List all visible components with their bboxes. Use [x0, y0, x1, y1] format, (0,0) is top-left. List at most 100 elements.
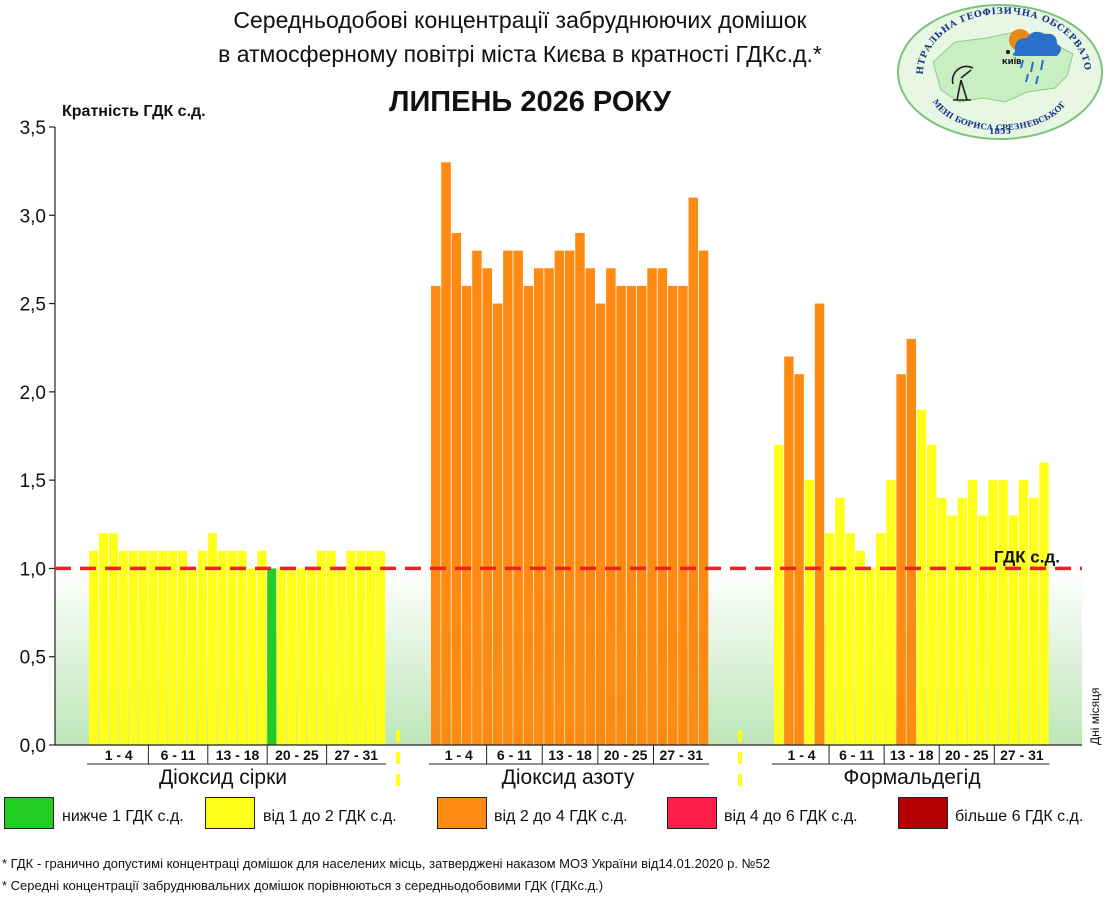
bar-1-6 [138, 550, 148, 745]
threshold-label: ГДК с.д. [994, 547, 1060, 566]
bar-2-22 [647, 268, 657, 745]
day-group-label: 20 - 25 [275, 747, 319, 763]
bar-2-7 [492, 303, 503, 745]
bar-1-17 [247, 568, 257, 745]
logo-year-text: 1855 [989, 126, 1011, 136]
legend-swatch [898, 797, 948, 829]
y-tick-label: 3,0 [20, 206, 46, 227]
bar-3-18 [947, 515, 957, 745]
bar-1-28 [356, 550, 366, 745]
bar-2-8 [503, 250, 513, 745]
observatory-logo-icon: КИЇВ ЦЕНТРАЛЬНА ГЕОФІЗИЧНА ОБСЕРВАТОРІЯ … [895, 2, 1103, 140]
bar-3-1 [774, 444, 784, 745]
bar-2-12 [544, 268, 554, 745]
legend-label: нижче 1 ГДК с.д. [62, 808, 184, 825]
day-group-label: 20 - 25 [604, 747, 648, 763]
bar-3-16 [927, 444, 937, 745]
bar-1-13 [207, 533, 217, 745]
x-axis-label: Дні місяця [1088, 687, 1102, 745]
legend-swatch [437, 797, 487, 829]
footnote-2: * Середні концентрації забруднювальних д… [2, 878, 604, 893]
bar-3-22 [988, 480, 998, 745]
footnote-1: * ГДК - гранично допустимі концентраці д… [2, 856, 770, 871]
bar-1-29 [366, 550, 376, 745]
day-group-label: 13 - 18 [216, 747, 260, 763]
bar-2-23 [657, 268, 668, 745]
bar-3-26 [1029, 497, 1039, 745]
bar-3-24 [1008, 515, 1018, 745]
logo-cloud-icon [1012, 31, 1061, 56]
bar-2-26 [688, 197, 698, 746]
bar-1-16 [237, 550, 247, 745]
bar-2-1 [431, 285, 441, 745]
bar-1-10 [178, 550, 188, 745]
bar-1-30 [376, 550, 386, 745]
bar-1-23 [306, 568, 316, 745]
chart-title-line1: Середньодобові концентрації забруднюючих… [233, 7, 807, 33]
bar-1-14 [217, 550, 227, 745]
bar-2-13 [554, 250, 565, 745]
day-group-label: 27 - 31 [335, 747, 379, 763]
legend-label: від 2 до 4 ГДК с.д. [494, 808, 628, 825]
bar-3-3 [794, 374, 804, 745]
bar-1-15 [227, 550, 237, 745]
bar-3-4 [804, 480, 814, 745]
bar-1-5 [128, 550, 138, 745]
bar-3-21 [978, 515, 988, 745]
legend-label: від 1 до 2 ГДК с.д. [263, 808, 397, 825]
day-group-label: 6 - 11 [497, 747, 532, 763]
bar-1-7 [148, 550, 158, 745]
legend-swatch [4, 797, 54, 829]
chart-subtitle: ЛИПЕНЬ 2026 РОКУ [389, 86, 671, 118]
bar-1-11 [188, 568, 198, 745]
bar-1-26 [336, 568, 346, 745]
chart-title-line2: в атмосферному повітрі міста Києва в кра… [218, 41, 822, 67]
legend-swatch [205, 797, 255, 829]
series-label-3: Формальдегід [843, 766, 980, 789]
bar-3-17 [937, 497, 947, 745]
bar-2-9 [513, 250, 523, 745]
bar-3-11 [876, 533, 886, 745]
bar-1-20 [277, 568, 287, 745]
day-group-label: 1 - 4 [445, 747, 473, 763]
y-tick-label: 3,5 [20, 118, 46, 139]
bar-3-9 [855, 550, 865, 745]
bar-2-18 [606, 268, 616, 745]
bar-3-7 [835, 497, 845, 745]
bar-1-2 [98, 533, 108, 745]
bar-2-2 [441, 162, 451, 746]
bar-1-1 [89, 550, 99, 745]
y-tick-label: 1,0 [20, 559, 46, 580]
bar-3-19 [957, 497, 967, 745]
bar-1-4 [118, 550, 128, 745]
bar-3-6 [825, 533, 835, 745]
logo-antenna-icon [951, 65, 974, 101]
day-group-label: 27 - 31 [659, 747, 703, 763]
bar-1-18 [257, 550, 267, 745]
legend-label: більше 6 ГДК с.д. [955, 808, 1084, 825]
bar-3-14 [906, 338, 916, 745]
bar-2-20 [626, 285, 637, 745]
day-group-label: 13 - 18 [548, 747, 592, 763]
y-tick-label: 2,0 [20, 383, 46, 404]
bar-1-8 [158, 550, 168, 745]
y-tick-label: 0,0 [20, 736, 46, 757]
bar-1-25 [326, 550, 336, 745]
day-group-label: 13 - 18 [890, 747, 934, 763]
bar-2-14 [564, 250, 575, 745]
bar-3-13 [896, 374, 906, 745]
logo-city-text: КИЇВ [1002, 57, 1022, 66]
bar-2-21 [637, 285, 647, 745]
bar-3-15 [916, 409, 927, 745]
bar-1-19 [267, 568, 277, 745]
y-tick-label: 2,5 [20, 295, 46, 316]
series-label-2: Діоксид азоту [502, 766, 635, 789]
bar-2-25 [678, 285, 688, 745]
series-label-1: Діоксид сірки [159, 766, 287, 789]
day-group-label: 1 - 4 [105, 747, 133, 763]
day-group-label: 27 - 31 [1000, 747, 1044, 763]
bar-2-4 [461, 285, 472, 745]
day-group-label: 20 - 25 [945, 747, 989, 763]
y-axis-label: Кратність ГДК с.д. [62, 103, 206, 120]
